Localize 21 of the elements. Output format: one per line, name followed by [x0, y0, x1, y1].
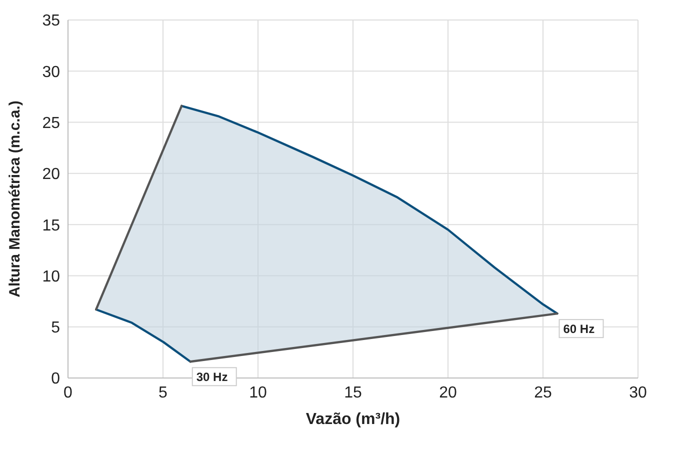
y-tick-label: 10 — [42, 268, 60, 286]
y-tick-label: 20 — [42, 166, 60, 184]
y-axis-title: Altura Manométrica (m.c.a.) — [6, 100, 24, 298]
x-tick-label: 20 — [439, 384, 457, 402]
x-tick-label: 10 — [249, 384, 267, 402]
x-tick-label: 30 — [629, 384, 647, 402]
y-tick-label: 15 — [42, 217, 60, 234]
line-series — [95, 308, 192, 363]
x-tick-label: 25 — [534, 384, 552, 402]
y-tick-label: 5 — [51, 320, 60, 337]
annotation: 60 Hz — [563, 322, 595, 336]
y-tick-label: 0 — [51, 370, 60, 388]
line-series — [180, 104, 558, 315]
x-tick-label: 15 — [344, 384, 362, 402]
y-tick-label: 30 — [42, 64, 60, 81]
x-tick-label: 0 — [64, 384, 73, 402]
annotation: 30 Hz — [196, 370, 228, 384]
x-tick-label: 5 — [158, 384, 168, 402]
y-tick-label: 25 — [42, 114, 60, 132]
x-axis-title: Vazão (m³/h) — [306, 411, 400, 428]
y-tick-label: 35 — [42, 12, 60, 30]
